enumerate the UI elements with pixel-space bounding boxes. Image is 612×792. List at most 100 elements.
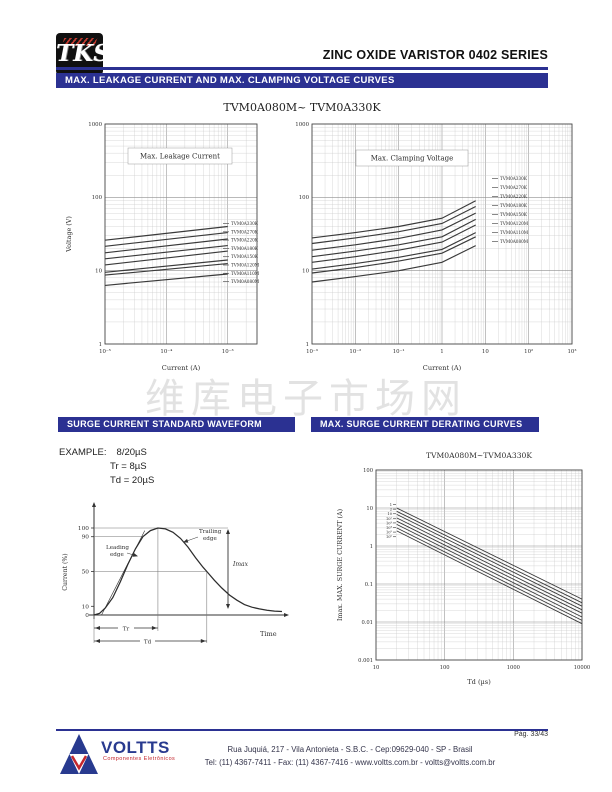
svg-text:10²: 10²	[386, 517, 393, 521]
svg-text:2: 2	[390, 508, 392, 512]
voltts-brand-block: VOLTTS Componentes Eletrônicos	[101, 739, 175, 762]
svg-text:1: 1	[440, 349, 443, 355]
clamping-voltage-chart: 10⁻³ 10⁻² 10⁻¹ 1 10 10² 10³ 1000 100 10 1 TVM0A330K…	[295, 122, 576, 372]
voltts-triangle-right	[79, 754, 98, 774]
voltts-triangle-top	[69, 734, 89, 754]
svg-text:10⁶: 10⁶	[386, 535, 393, 539]
svg-text:10: 10	[387, 512, 392, 516]
svg-text:Imax: Imax	[232, 561, 249, 568]
example-label: EXAMPLE:	[59, 447, 107, 458]
svg-text:TVM0A220K: TVM0A220K	[500, 194, 528, 199]
svg-text:1: 1	[99, 342, 102, 348]
svg-text:100: 100	[440, 665, 450, 671]
svg-text:90: 90	[82, 535, 90, 541]
svg-text:Current (%): Current (%)	[62, 553, 69, 590]
svg-text:TVM0A080M~TVM0A330K: TVM0A080M~TVM0A330K	[426, 451, 532, 460]
footer-contact: Tel: (11) 4367-7411 - Fax: (11) 4367-741…	[204, 758, 496, 767]
svg-text:edge: edge	[110, 552, 124, 558]
page-title: ZINC OXIDE VARISTOR 0402 SERIES	[322, 48, 548, 62]
svg-text:Tr: Tr	[123, 627, 130, 633]
svg-text:TVM0A330K: TVM0A330K	[231, 221, 259, 226]
svg-text:TVM0A120M: TVM0A120M	[500, 221, 529, 226]
svg-text:Current (A): Current (A)	[423, 364, 462, 372]
example-block: EXAMPLE: 8/20µS Tr = 8µS Td = 20µS	[59, 446, 154, 488]
svg-text:TVM0A120M: TVM0A120M	[231, 263, 260, 268]
svg-text:Trailing: Trailing	[199, 529, 222, 535]
svg-text:100: 100	[78, 526, 89, 532]
voltts-logo	[60, 734, 98, 774]
svg-text:0.001: 0.001	[358, 658, 373, 664]
example-tr: Tr = 8µS	[110, 461, 147, 472]
svg-text:10: 10	[95, 268, 102, 274]
example-td: Td = 20µS	[110, 475, 155, 486]
svg-text:Max. Leakage Current: Max. Leakage Current	[140, 152, 220, 160]
svg-text:TVM0A220K: TVM0A220K	[231, 238, 259, 243]
page-number: Pág. 33/43	[514, 731, 548, 738]
footer-address: Rua Juquiá, 217 - Vila Antonieta - S.B.C…	[227, 745, 473, 754]
svg-text:TVM0A150K: TVM0A150K	[231, 254, 259, 259]
svg-text:10: 10	[82, 604, 90, 610]
banner-derating: MAX. SURGE CURRENT DERATING CURVES	[311, 417, 539, 432]
svg-text:10⁻¹: 10⁻¹	[393, 348, 405, 355]
svg-text:0: 0	[85, 613, 89, 619]
svg-text:10: 10	[366, 506, 373, 512]
svg-text:10⁴: 10⁴	[386, 526, 393, 530]
svg-text:10⁻³: 10⁻³	[222, 348, 234, 355]
leakage-current-chart: 10⁻⁵ 10⁻⁴ 10⁻³ 1000 100 10 1 TVM0A330K TVM0A270K…	[65, 122, 260, 372]
voltts-brand-sub: Componentes Eletrônicos	[103, 756, 176, 762]
svg-text:Leading: Leading	[106, 545, 129, 551]
svg-text:100: 100	[363, 468, 373, 474]
header-rule	[56, 67, 548, 70]
svg-text:0.01: 0.01	[361, 620, 373, 626]
svg-text:10: 10	[373, 665, 380, 671]
voltts-red-chevron	[70, 755, 88, 771]
voltts-triangle-left	[60, 754, 79, 774]
svg-text:Current (A): Current (A)	[162, 364, 201, 372]
derating-chart: 10 100 1000 100001001010.10.010.001121010²1…	[336, 451, 591, 686]
svg-text:100: 100	[299, 195, 310, 201]
svg-text:0.1: 0.1	[365, 582, 373, 588]
voltts-brand-text: VOLTTS	[101, 738, 170, 757]
svg-text:Td: Td	[144, 640, 152, 646]
tks-logo-text: TKS	[56, 40, 103, 67]
svg-text:Imax. MAX. SURGE CURRENT (A): Imax. MAX. SURGE CURRENT (A)	[336, 509, 344, 621]
banner-leakage-clamping: MAX. LEAKAGE CURRENT AND MAX. CLAMPING V…	[56, 73, 548, 88]
top-charts-title: TVM0A080M~ TVM0A330K	[223, 101, 381, 114]
svg-text:TVM0A330K: TVM0A330K	[500, 176, 528, 181]
svg-text:TVM0A270K: TVM0A270K	[500, 185, 528, 190]
svg-text:10⁻⁵: 10⁻⁵	[99, 348, 111, 355]
svg-text:Voltage (V): Voltage (V)	[65, 216, 73, 253]
svg-text:10⁻³: 10⁻³	[306, 348, 318, 355]
footer-address-block: Rua Juquiá, 217 - Vila Antonieta - S.B.C…	[180, 743, 520, 769]
svg-text:1000: 1000	[295, 122, 309, 128]
svg-text:10: 10	[302, 268, 309, 274]
svg-text:TVM0A180K: TVM0A180K	[500, 203, 528, 208]
svg-text:TVM0A080M: TVM0A080M	[500, 239, 529, 244]
svg-text:10³: 10³	[386, 521, 393, 525]
svg-text:10: 10	[482, 349, 489, 355]
svg-text:10000: 10000	[574, 665, 591, 671]
svg-text:TVM0A270K: TVM0A270K	[231, 229, 259, 234]
svg-text:Td (µs): Td (µs)	[467, 678, 491, 686]
svg-text:10⁻⁴: 10⁻⁴	[160, 348, 172, 355]
svg-text:10²: 10²	[524, 348, 533, 355]
svg-text:TVM0A110M: TVM0A110M	[500, 230, 529, 235]
example-waveform-value: 8/20µS	[116, 447, 147, 458]
svg-text:50: 50	[82, 570, 90, 576]
svg-text:1: 1	[306, 342, 309, 348]
svg-text:10⁻²: 10⁻²	[349, 348, 361, 355]
svg-text:TVM0A150K: TVM0A150K	[500, 212, 528, 217]
svg-text:10⁵: 10⁵	[386, 531, 393, 535]
svg-text:TVM0A180K: TVM0A180K	[231, 246, 259, 251]
svg-text:Time: Time	[260, 630, 277, 638]
svg-text:100: 100	[92, 195, 103, 201]
svg-text:TVM0A080M: TVM0A080M	[231, 279, 260, 284]
svg-text:1000: 1000	[507, 665, 520, 671]
svg-text:Max. Clamping Voltage: Max. Clamping Voltage	[371, 154, 454, 162]
svg-text:1: 1	[370, 544, 373, 550]
svg-text:edge: edge	[203, 536, 217, 542]
svg-text:TVM0A110M: TVM0A110M	[231, 271, 260, 276]
svg-text:1: 1	[390, 503, 392, 507]
surge-waveform-chart: 0105090100ImaxLeadingedgeTrailingedgeTrT…	[62, 502, 289, 646]
